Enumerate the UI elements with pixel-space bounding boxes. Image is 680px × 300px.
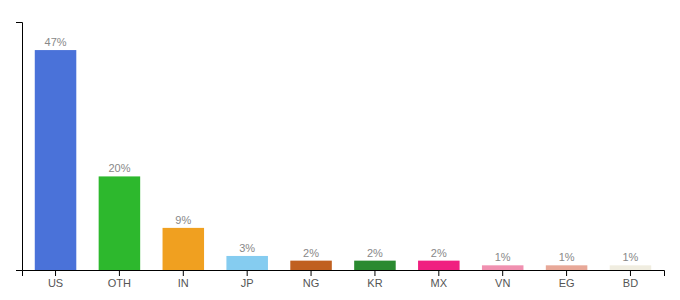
bar	[610, 265, 652, 270]
data-label: 3%	[239, 242, 255, 254]
x-tick: JP	[241, 270, 254, 289]
x-tick-label: BD	[623, 277, 638, 289]
x-tick-label: MX	[431, 277, 448, 289]
x-tick-label: US	[48, 277, 63, 289]
bar	[35, 50, 77, 270]
x-axis-line	[23, 271, 665, 277]
x-tick: BD	[623, 270, 638, 289]
bar	[546, 265, 588, 270]
bar	[163, 228, 205, 270]
x-tick: OTH	[108, 270, 131, 289]
data-label: 1%	[559, 251, 575, 263]
x-tick-mark	[502, 270, 503, 276]
x-tick-mark	[247, 270, 248, 276]
data-label: 2%	[431, 247, 447, 259]
bar	[418, 261, 460, 270]
bar	[226, 256, 268, 270]
x-tick: MX	[431, 270, 448, 289]
x-tick-mark	[311, 270, 312, 276]
x-tick: VN	[495, 270, 510, 289]
bar	[99, 176, 141, 270]
bar	[354, 261, 396, 270]
bar	[482, 265, 524, 270]
x-tick: US	[48, 270, 63, 289]
x-tick-mark	[55, 270, 56, 276]
x-tick-label: OTH	[108, 277, 131, 289]
x-tick-label: IN	[178, 277, 189, 289]
data-label: 1%	[495, 251, 511, 263]
y-axis	[16, 23, 23, 271]
x-axis: US OTH IN JP NG KR MX VN EG BD	[23, 270, 665, 289]
bars	[35, 50, 651, 270]
data-label: 9%	[175, 214, 191, 226]
chart: US OTH IN JP NG KR MX VN EG BD 47% 20% 9% 3% 2% 2% 2% 1% 1…	[0, 0, 680, 300]
x-tick-mark	[374, 270, 375, 276]
y-axis-line	[16, 23, 23, 271]
bar	[290, 261, 332, 270]
plot: US OTH IN JP NG KR MX VN EG BD 47% 20% 9% 3% 2% 2% 2% 1% 1…	[16, 23, 665, 289]
x-tick: KR	[367, 270, 382, 289]
x-tick: NG	[303, 270, 320, 289]
x-tick-label: NG	[303, 277, 320, 289]
x-tick-label: VN	[495, 277, 510, 289]
x-tick: IN	[178, 270, 189, 289]
data-label: 20%	[108, 162, 130, 174]
data-label: 2%	[303, 247, 319, 259]
x-tick-mark	[630, 270, 631, 276]
x-tick-mark	[438, 270, 439, 276]
x-tick-mark	[119, 270, 120, 276]
x-tick-label: KR	[367, 277, 382, 289]
x-tick: EG	[559, 270, 575, 289]
data-label: 2%	[367, 247, 383, 259]
data-labels: 47% 20% 9% 3% 2% 2% 2% 1% 1% 1%	[45, 36, 639, 263]
x-tick-mark	[183, 270, 184, 276]
x-tick-label: JP	[241, 277, 254, 289]
data-label: 47%	[45, 36, 67, 48]
x-tick-label: EG	[559, 277, 575, 289]
data-label: 1%	[623, 251, 639, 263]
x-tick-mark	[566, 270, 567, 276]
